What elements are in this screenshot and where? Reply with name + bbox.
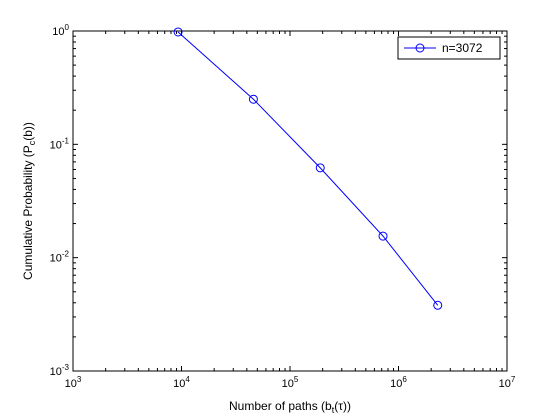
data-point (173, 27, 183, 37)
y-tick-label: 100 (52, 23, 69, 38)
data-series (173, 27, 443, 310)
x-tick-label: 106 (390, 375, 407, 390)
y-tick-label: 10-2 (50, 250, 70, 265)
y-tick-label: 10-1 (50, 136, 70, 151)
legend-box (397, 36, 501, 60)
x-tick-label: 107 (499, 375, 516, 390)
data-point (248, 94, 258, 104)
data-point (433, 300, 443, 310)
y-tick-label: 10-3 (50, 363, 70, 378)
data-point (378, 231, 388, 241)
legend-marker (415, 43, 425, 53)
data-point (315, 163, 325, 173)
legend: n=3072 (397, 36, 501, 60)
x-tick-label: 105 (282, 375, 299, 390)
axis-tick-labels: 103 104 105 106 107 10-3 10-2 10-1 100 (50, 23, 516, 390)
x-tick-label: 104 (173, 375, 190, 390)
plot-area (72, 30, 508, 372)
axis-ticks (72, 30, 508, 372)
legend-label: n=3072 (442, 41, 483, 55)
x-axis-label: Number of paths (bt(τ)) (229, 399, 351, 415)
x-tick-label: 103 (65, 375, 82, 390)
y-axis-label: Cumulative Probability (Pc(b)) (21, 122, 37, 280)
series-line (177, 31, 439, 306)
